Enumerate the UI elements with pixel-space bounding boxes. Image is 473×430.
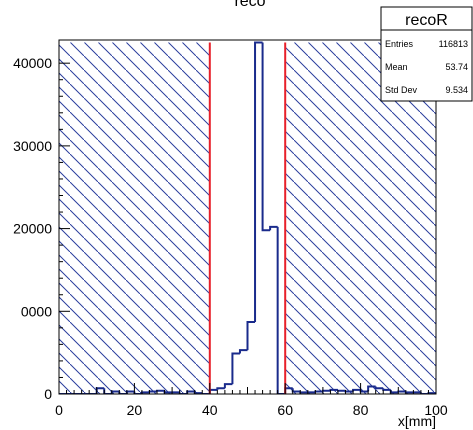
x-tick-label: 80 (353, 402, 369, 418)
cut-lines (208, 42, 287, 394)
histogram-bin (208, 388, 218, 394)
chart-title: reco (234, 0, 265, 10)
histogram-bin (367, 385, 376, 392)
histogram-bin (329, 388, 338, 391)
y-tick-label: 20000 (13, 221, 52, 237)
histogram-bin (397, 390, 406, 393)
stats-entries-value: 116813 (439, 39, 468, 49)
histogram-bin (382, 388, 391, 391)
x-tick-label: 0 (55, 402, 63, 418)
stats-title: recoR (405, 12, 448, 29)
x-tick-label: 60 (277, 402, 293, 418)
x-axis: 0 20 40 60 80 100 (55, 383, 448, 418)
histogram-bin (231, 352, 240, 385)
histogram-bin (299, 391, 308, 394)
x-tick-label: 40 (202, 402, 218, 418)
x-tick-label: 100 (424, 402, 448, 418)
histogram-bin (238, 349, 248, 354)
histogram-bin (276, 226, 286, 394)
y-tick-label: 0000 (21, 303, 52, 319)
histogram-bin (216, 387, 225, 390)
histogram-bin (148, 390, 158, 393)
histogram-bin (344, 390, 354, 393)
y-tick-label: 30000 (13, 138, 52, 154)
histogram-bin (261, 42, 271, 232)
histogram-bin (156, 389, 165, 392)
stats-stddev-value: 9.534 (445, 85, 468, 95)
excluded-region-0 (59, 42, 210, 394)
histogram-bin (223, 383, 233, 389)
histogram-bin (374, 386, 384, 390)
y-tick-label: 0 (44, 386, 52, 402)
histogram-bin (254, 41, 263, 323)
histogram-bin (246, 321, 256, 351)
stats-entries-label: Entries (385, 39, 414, 49)
stats-mean-value: 53.74 (445, 62, 468, 72)
stats-box: recoR Entries 116813 Mean 53.74 Std Dev … (380, 6, 473, 102)
x-tick-label: 20 (127, 402, 143, 418)
stats-mean-label: Mean (385, 62, 408, 72)
histogram-bin (321, 389, 331, 392)
histogram-bin (314, 390, 323, 393)
histogram-bin (404, 391, 414, 394)
y-tick-label: 40000 (13, 55, 52, 71)
histogram-bin (269, 225, 278, 231)
histogram-bin (336, 389, 346, 392)
stats-stddev-label: Std Dev (385, 85, 418, 95)
x-axis-label: x[mm] (398, 413, 436, 429)
